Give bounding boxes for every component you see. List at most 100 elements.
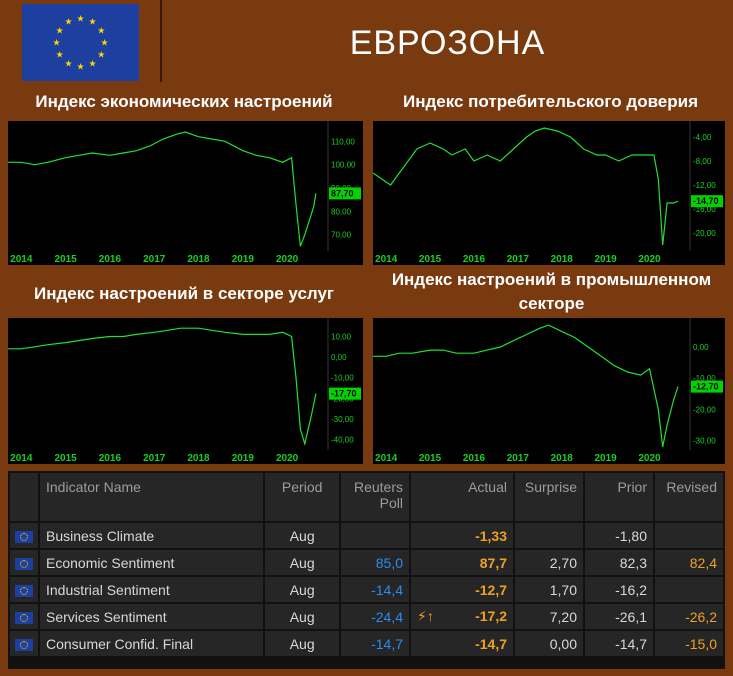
indicator-name: Industrial Sentiment [40, 577, 264, 602]
chart-consumer-confidence: 2014 2015 2016 2017 2018 2019 2020 -4,00 -8,00 -1… [373, 121, 725, 265]
chart-services-svg: 2014 2015 2016 2017 2018 2019 2020 10,00 0,00 -10… [8, 318, 361, 464]
surprise-up-arrow-icon: ⚡↑ [417, 608, 434, 624]
star-icon: ★ [76, 14, 84, 24]
indicator-poll: 85,0 [341, 550, 409, 575]
col-flag [10, 473, 38, 521]
x-tick-label: 2015 [419, 254, 442, 265]
current-value-badge [329, 187, 361, 200]
x-tick-label: 2019 [232, 254, 255, 265]
col-period[interactable]: Period [265, 473, 339, 521]
x-tick-label: 2020 [276, 453, 299, 464]
col-prior[interactable]: Prior [585, 473, 653, 521]
y-tick-label: -10,00 [693, 374, 716, 383]
y-tick-label: -30,00 [331, 415, 354, 424]
current-value-label: -14,70 [693, 196, 719, 206]
x-tick-label: 2014 [375, 254, 398, 265]
x-tick-label: 2020 [276, 254, 299, 265]
indicator-poll: -14,7 [341, 631, 409, 656]
y-tick-label: 0,00 [693, 343, 709, 352]
eu-flag-icon [15, 584, 33, 597]
col-actual[interactable]: Actual [411, 473, 513, 521]
star-icon: ★ [56, 26, 64, 36]
x-tick-label: 2017 [143, 453, 166, 464]
indicator-prior: -26,1 [585, 604, 653, 629]
row-flag-cell [10, 523, 38, 548]
col-reuters-poll[interactable]: Reuters Poll [341, 473, 409, 521]
x-tick-label: 2018 [551, 254, 574, 265]
x-tick-label: 2019 [232, 453, 255, 464]
eu-flag-icon [15, 611, 33, 624]
table-row[interactable]: Industrial Sentiment Aug -14,4 -12,7 1,70 -16… [10, 577, 723, 602]
chart-consumer-svg: 2014 2015 2016 2017 2018 2019 2020 -4,00 -8,00 -1… [373, 121, 723, 265]
y-tick-label: -20,00 [693, 405, 716, 414]
indicator-actual-cell: -12,7 [411, 577, 513, 602]
table-row[interactable]: Economic Sentiment Aug 85,0 87,7 2,70 82,3 82,… [10, 550, 723, 575]
y-tick-label: 80,00 [331, 207, 352, 216]
chart-services-sentiment: 2014 2015 2016 2017 2018 2019 2020 10,00 0,00 -10… [8, 318, 363, 464]
star-icon: ★ [100, 38, 108, 48]
indicator-surprise: 7,20 [515, 604, 583, 629]
indicator-poll: -14,4 [341, 577, 409, 602]
indicator-surprise: 2,70 [515, 550, 583, 575]
x-tick-label: 2016 [99, 254, 122, 265]
y-tick-label: -4,00 [693, 133, 712, 142]
y-tick-label: 100,00 [331, 161, 356, 170]
y-tick-label: 10,00 [331, 332, 352, 341]
star-icon: ★ [52, 38, 60, 48]
indicator-actual-cell: ⚡↑ -17,2 [411, 604, 513, 629]
y-tick-label: -10,00 [331, 374, 354, 383]
indicator-prior: -1,80 [585, 523, 653, 548]
col-surprise[interactable]: Surprise [515, 473, 583, 521]
row-flag-cell [10, 550, 38, 575]
indicator-name: Economic Sentiment [40, 550, 264, 575]
y-tick-label: -40,00 [331, 436, 354, 445]
indicator-actual: -17,2 [475, 608, 507, 624]
indicator-surprise: 0,00 [515, 631, 583, 656]
x-tick-label: 2015 [54, 254, 77, 265]
current-value-badge [329, 387, 361, 400]
table-header-row: Indicator Name Period Reuters Poll Actua… [10, 473, 723, 521]
current-value-badge [691, 195, 723, 208]
chart-title-economic: Индекс экономических настроений [35, 92, 333, 111]
row-flag-cell [10, 631, 38, 656]
indicator-actual-cell: -1,33 [411, 523, 513, 548]
indicator-period: Aug [265, 523, 339, 548]
indicator-revised: -26,2 [655, 604, 723, 629]
x-tick-label: 2020 [638, 254, 661, 265]
page-title: ЕВРОЗОНА [349, 24, 546, 62]
indicator-revised: 82,4 [655, 550, 723, 575]
col-indicator-name[interactable]: Indicator Name [40, 473, 264, 521]
x-tick-label: 2017 [143, 254, 166, 265]
series-line [8, 131, 317, 247]
indicator-surprise [515, 523, 583, 548]
x-tick-label: 2016 [463, 254, 486, 265]
y-tick-label: -30,00 [693, 437, 716, 446]
star-icon: ★ [88, 17, 96, 27]
table-row[interactable]: Services Sentiment Aug -24,4 ⚡↑ -17,2 7,20 -26… [10, 604, 723, 629]
chart-industrial-svg: 2014 2015 2016 2017 2018 2019 2020 0,00 -10,00 -2… [373, 318, 723, 464]
indicator-period: Aug [265, 631, 339, 656]
chart-title-services: Индекс настроений в секторе услуг [33, 284, 335, 303]
x-tick-label: 2017 [507, 453, 530, 464]
indicator-actual-cell: -14,7 [411, 631, 513, 656]
indicator-period: Aug [265, 577, 339, 602]
table-row[interactable]: Business Climate Aug -1,33 -1,80 [10, 523, 723, 548]
current-value-badge [691, 380, 723, 393]
row-flag-cell [10, 577, 38, 602]
x-tick-label: 2016 [99, 453, 122, 464]
row-flag-cell [10, 604, 38, 629]
series-line [8, 327, 317, 447]
table-row[interactable]: Consumer Confid. Final Aug -14,7 -14,7 0,00-… [10, 631, 723, 656]
chart-title-industrial: Индекс настроений в промышленном секторе [391, 270, 712, 313]
eu-flag-icon: ★ ★ ★ ★ ★ ★ ★ ★ ★ ★ ★ ★ [22, 4, 139, 81]
col-revised[interactable]: Revised [655, 473, 723, 521]
x-tick-label: 2020 [638, 453, 661, 464]
current-value-label: 87,70 [331, 188, 354, 198]
header-divider [160, 0, 162, 82]
indicator-actual-cell: 87,7 [411, 550, 513, 575]
star-icon: ★ [97, 26, 105, 36]
star-icon: ★ [56, 50, 64, 60]
x-tick-label: 2016 [463, 453, 486, 464]
indicator-poll: -24,4 [341, 604, 409, 629]
x-tick-label: 2018 [551, 453, 574, 464]
